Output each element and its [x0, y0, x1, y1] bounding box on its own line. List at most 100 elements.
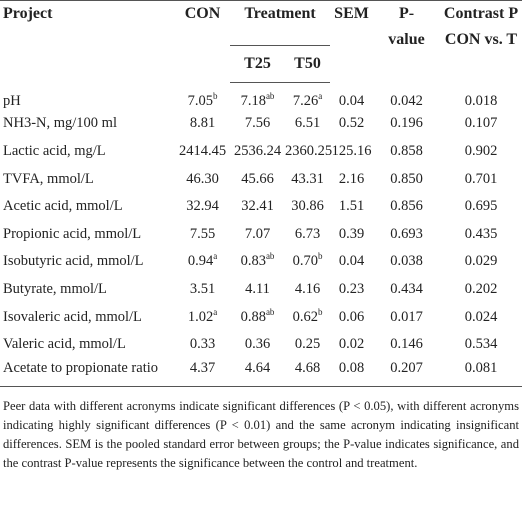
- table-row: Acetic acid, mmol/L 32.94 32.41 30.86 1.51 0.…: [0, 193, 522, 221]
- row-label: Butyrate, mmol/L: [3, 280, 107, 297]
- table-row: Isovaleric acid, mmol/L 1.02a 0.88ab 0.62b 0…: [0, 303, 522, 331]
- value-cell: 0.695: [464, 198, 498, 215]
- table-row: pH 7.05b 7.18ab 7.26a 0.04 0.042 0.018: [0, 83, 522, 111]
- value-cell: 0.06: [338, 308, 365, 325]
- table-row: Propionic acid, mmol/L 7.55 7.07 6.73 0.39 0.…: [0, 220, 522, 248]
- value-text: 0.62: [292, 308, 318, 325]
- value-cell: 7.56: [244, 115, 271, 132]
- value-cell: 0.62b: [285, 303, 330, 331]
- data-table: Project CON Treatment SEM P-value Contra…: [0, 0, 522, 387]
- header-cell: CON: [175, 0, 230, 83]
- value-cell: 0.434: [390, 280, 423, 297]
- value-cell: 0.435: [464, 225, 498, 242]
- value-cell: 4.37: [175, 358, 230, 387]
- value-cell: 0.52: [338, 115, 365, 132]
- value-cell: 0.856: [390, 198, 423, 215]
- value-cell: 0.017: [390, 308, 423, 325]
- value-cell: 7.55: [189, 225, 216, 242]
- value-cell: 2414.45: [178, 142, 227, 159]
- superscript: b: [212, 90, 218, 101]
- row-label: Isobutyric acid, mmol/L: [3, 253, 144, 270]
- value-cell: 30.86: [291, 198, 324, 215]
- value-cell: 0.902: [464, 142, 498, 159]
- value-cell: 0.081: [440, 358, 522, 387]
- row-label: Lactic acid, mg/L: [3, 142, 106, 159]
- value-text: 7.26: [292, 93, 319, 110]
- superscript: a: [213, 306, 218, 317]
- value-cell: 1.02a: [175, 303, 230, 331]
- value-cell: 0.39: [338, 225, 365, 242]
- value-cell: 4.16: [294, 280, 321, 297]
- value-cell: 46.30: [186, 170, 219, 187]
- superscript: a: [213, 251, 218, 262]
- header-cell: Project: [0, 0, 175, 83]
- row-label: Acetate to propionate ratio: [0, 358, 175, 387]
- value-cell: 45.66: [241, 170, 274, 187]
- value-cell: 2360.25: [285, 142, 333, 159]
- row-label: Isovaleric acid, mmol/L: [3, 308, 142, 325]
- header-cell: T50: [285, 45, 331, 83]
- table-row: Lactic acid, mg/L 2414.45 2536.24 2360.25 12…: [0, 138, 522, 166]
- value-cell: 0.04: [338, 253, 365, 270]
- value-cell: 2536.24: [233, 142, 282, 159]
- value-cell: 6.73: [294, 225, 321, 242]
- value-cell: 7.07: [244, 225, 271, 242]
- value-cell: 7.05b: [175, 83, 230, 111]
- value-cell: 0.850: [390, 170, 423, 187]
- value-cell: 0.33: [189, 336, 216, 353]
- value-cell: 4.11: [245, 280, 270, 297]
- value-cell: 0.534: [464, 336, 498, 353]
- header-cell: Contrast P CON vs. T: [440, 0, 522, 83]
- value-cell: 0.042: [390, 92, 423, 109]
- superscript: b: [317, 306, 323, 317]
- table-row: NH3-N, mg/100 ml 8.81 7.56 6.51 0.52 0.196 0.1…: [0, 110, 522, 138]
- table-row: Butyrate, mmol/L 3.51 4.11 4.16 0.23 0.434 0.2…: [0, 276, 522, 304]
- value-cell: 0.02: [338, 336, 365, 353]
- value-cell: 0.202: [464, 280, 498, 297]
- value-text: 0.88: [240, 308, 266, 325]
- value-cell: 0.70b: [285, 248, 330, 276]
- value-cell: 0.25: [294, 336, 321, 353]
- value-cell: 0.94a: [175, 248, 230, 276]
- value-cell: 0.146: [390, 336, 423, 353]
- value-text: 0.70: [292, 253, 318, 270]
- value-text: 7.18: [240, 93, 266, 110]
- value-cell: 7.18ab: [230, 83, 285, 111]
- superscript: ab: [265, 91, 275, 102]
- row-label: Propionic acid, mmol/L: [3, 225, 142, 242]
- value-cell: 32.41: [241, 198, 274, 215]
- value-text: 1.02: [187, 308, 214, 325]
- value-cell: 0.36: [244, 336, 271, 353]
- value-cell: 0.029: [464, 253, 498, 270]
- value-cell: 125.16: [331, 142, 372, 159]
- value-text: 0.83: [240, 253, 266, 270]
- table-row: Valeric acid, mmol/L 0.33 0.36 0.25 0.02 0.14…: [0, 331, 522, 359]
- value-text: 7.05: [187, 92, 213, 109]
- value-cell: 43.31: [291, 170, 324, 187]
- value-cell: 0.693: [390, 225, 423, 242]
- superscript: ab: [265, 251, 275, 262]
- value-cell: 0.08: [330, 358, 374, 387]
- table-body: pH 7.05b 7.18ab 7.26a 0.04 0.042 0.018 NH3-N, m…: [0, 83, 522, 387]
- value-cell: 0.88ab: [230, 303, 285, 331]
- value-cell: 0.701: [464, 170, 498, 187]
- value-cell: 0.83ab: [230, 248, 285, 276]
- superscript: ab: [265, 306, 275, 317]
- value-cell: 4.64: [230, 358, 285, 387]
- value-cell: 0.107: [464, 115, 498, 132]
- value-cell: 0.858: [390, 142, 423, 159]
- header-cell: P-value: [373, 0, 441, 83]
- table-row: TVFA, mmol/L 46.30 45.66 43.31 2.16 0.850 0.70…: [0, 165, 522, 193]
- value-cell: 0.024: [464, 308, 498, 325]
- value-cell: 2.16: [338, 170, 365, 187]
- value-text: 0.94: [187, 253, 214, 270]
- row-label: pH: [3, 92, 21, 109]
- header-cell: SEM: [330, 0, 374, 83]
- value-cell: 0.23: [338, 280, 365, 297]
- header-cell: T25: [230, 45, 285, 83]
- value-cell: 0.038: [390, 253, 423, 270]
- footnote: Peer data with different acronyms indica…: [3, 398, 519, 470]
- table-row: Isobutyric acid, mmol/L 0.94a 0.83ab 0.70b 0…: [0, 248, 522, 276]
- value-cell: 0.207: [373, 358, 441, 387]
- superscript: a: [318, 91, 323, 102]
